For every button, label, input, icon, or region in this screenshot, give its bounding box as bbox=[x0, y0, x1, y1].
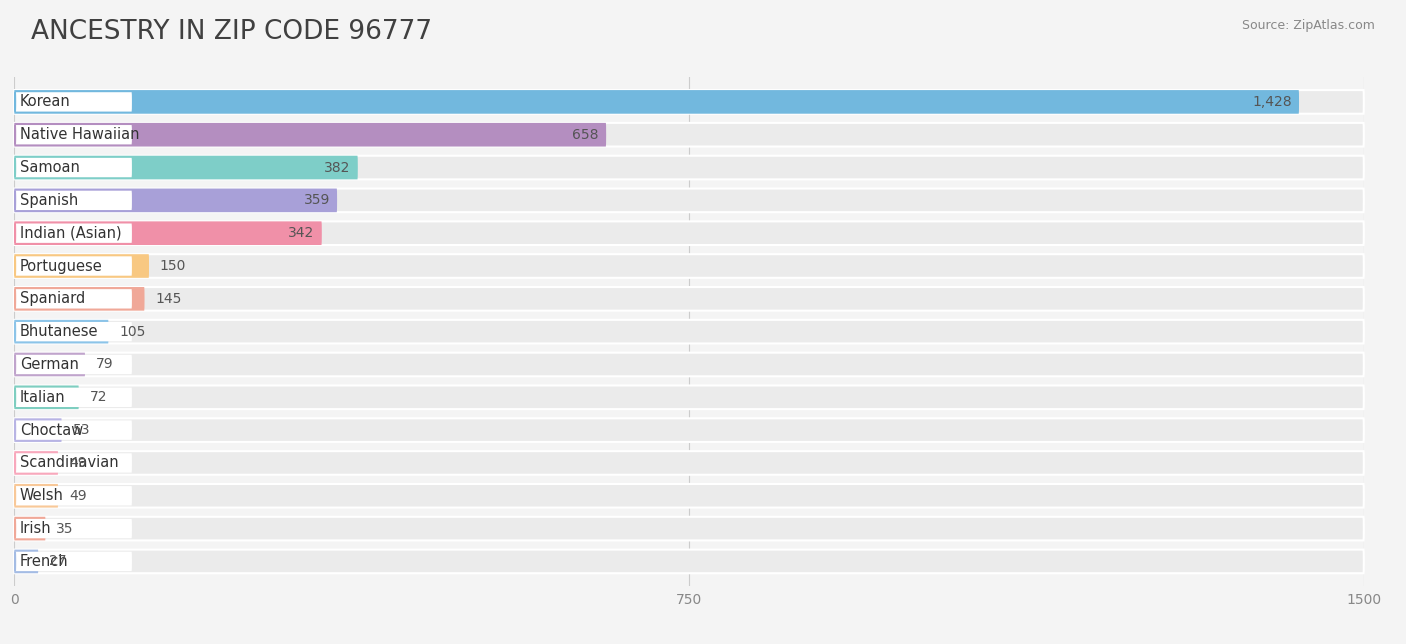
FancyBboxPatch shape bbox=[14, 484, 1364, 507]
Text: Bhutanese: Bhutanese bbox=[20, 324, 98, 339]
Text: 49: 49 bbox=[69, 456, 87, 470]
Text: ANCESTRY IN ZIP CODE 96777: ANCESTRY IN ZIP CODE 96777 bbox=[31, 19, 432, 45]
FancyBboxPatch shape bbox=[15, 223, 132, 243]
FancyBboxPatch shape bbox=[14, 156, 357, 180]
Text: Choctaw: Choctaw bbox=[20, 422, 83, 438]
Text: Scandinavian: Scandinavian bbox=[20, 455, 118, 471]
Text: 105: 105 bbox=[120, 325, 146, 339]
Text: 145: 145 bbox=[155, 292, 181, 306]
FancyBboxPatch shape bbox=[14, 386, 79, 409]
FancyBboxPatch shape bbox=[14, 484, 58, 507]
FancyBboxPatch shape bbox=[14, 90, 1364, 114]
FancyBboxPatch shape bbox=[14, 549, 38, 573]
FancyBboxPatch shape bbox=[15, 486, 132, 506]
Text: 1,428: 1,428 bbox=[1253, 95, 1292, 109]
Text: Italian: Italian bbox=[20, 390, 66, 405]
Text: Welsh: Welsh bbox=[20, 488, 63, 503]
Text: Spanish: Spanish bbox=[20, 193, 79, 208]
FancyBboxPatch shape bbox=[15, 552, 132, 571]
FancyBboxPatch shape bbox=[15, 421, 132, 440]
FancyBboxPatch shape bbox=[15, 191, 132, 210]
FancyBboxPatch shape bbox=[15, 519, 132, 538]
Text: Korean: Korean bbox=[20, 95, 70, 109]
FancyBboxPatch shape bbox=[14, 189, 337, 212]
FancyBboxPatch shape bbox=[15, 355, 132, 374]
Text: 49: 49 bbox=[69, 489, 87, 503]
FancyBboxPatch shape bbox=[14, 516, 45, 540]
FancyBboxPatch shape bbox=[14, 320, 1364, 343]
FancyBboxPatch shape bbox=[14, 222, 322, 245]
Text: 27: 27 bbox=[49, 554, 66, 569]
FancyBboxPatch shape bbox=[14, 386, 1364, 409]
FancyBboxPatch shape bbox=[14, 353, 1364, 376]
FancyBboxPatch shape bbox=[14, 189, 1364, 212]
FancyBboxPatch shape bbox=[14, 287, 145, 310]
Text: 382: 382 bbox=[325, 160, 350, 175]
Text: Native Hawaiian: Native Hawaiian bbox=[20, 128, 139, 142]
FancyBboxPatch shape bbox=[14, 123, 606, 147]
FancyBboxPatch shape bbox=[14, 451, 58, 475]
FancyBboxPatch shape bbox=[15, 388, 132, 407]
FancyBboxPatch shape bbox=[15, 256, 132, 276]
Text: French: French bbox=[20, 554, 69, 569]
Text: Spaniard: Spaniard bbox=[20, 291, 86, 307]
FancyBboxPatch shape bbox=[14, 419, 62, 442]
FancyBboxPatch shape bbox=[14, 123, 1364, 147]
FancyBboxPatch shape bbox=[14, 254, 1364, 278]
FancyBboxPatch shape bbox=[15, 322, 132, 341]
Text: German: German bbox=[20, 357, 79, 372]
Text: 72: 72 bbox=[90, 390, 107, 404]
Text: Portuguese: Portuguese bbox=[20, 258, 103, 274]
Text: Samoan: Samoan bbox=[20, 160, 80, 175]
Text: 150: 150 bbox=[160, 259, 186, 273]
FancyBboxPatch shape bbox=[15, 92, 132, 111]
FancyBboxPatch shape bbox=[14, 451, 1364, 475]
FancyBboxPatch shape bbox=[14, 254, 149, 278]
FancyBboxPatch shape bbox=[14, 419, 1364, 442]
FancyBboxPatch shape bbox=[14, 156, 1364, 180]
Text: Source: ZipAtlas.com: Source: ZipAtlas.com bbox=[1241, 19, 1375, 32]
FancyBboxPatch shape bbox=[15, 125, 132, 144]
FancyBboxPatch shape bbox=[15, 289, 132, 308]
FancyBboxPatch shape bbox=[15, 453, 132, 473]
Text: 359: 359 bbox=[304, 193, 330, 207]
Text: Indian (Asian): Indian (Asian) bbox=[20, 225, 121, 241]
FancyBboxPatch shape bbox=[14, 222, 1364, 245]
FancyBboxPatch shape bbox=[14, 320, 108, 343]
FancyBboxPatch shape bbox=[14, 353, 86, 376]
Text: Irish: Irish bbox=[20, 521, 52, 536]
Text: 342: 342 bbox=[288, 226, 315, 240]
Text: 35: 35 bbox=[56, 522, 75, 536]
FancyBboxPatch shape bbox=[14, 516, 1364, 540]
Text: 53: 53 bbox=[73, 423, 90, 437]
FancyBboxPatch shape bbox=[14, 90, 1299, 114]
Text: 79: 79 bbox=[96, 357, 114, 372]
FancyBboxPatch shape bbox=[14, 287, 1364, 310]
FancyBboxPatch shape bbox=[14, 549, 1364, 573]
FancyBboxPatch shape bbox=[15, 158, 132, 177]
Text: 658: 658 bbox=[572, 128, 599, 142]
